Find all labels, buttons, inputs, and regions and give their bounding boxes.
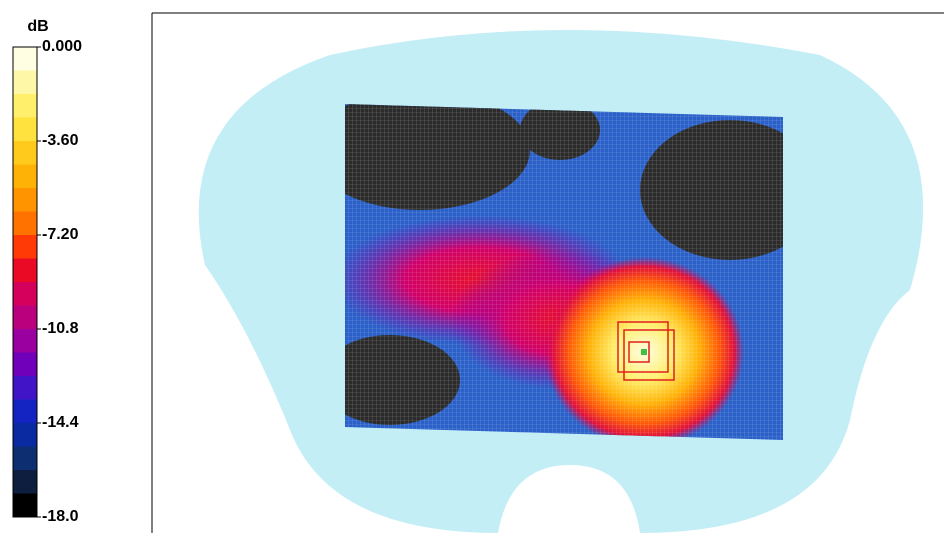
colorbar-band xyxy=(13,141,37,165)
colorbar-band xyxy=(13,117,37,142)
scan-area xyxy=(345,104,783,440)
colorbar-band xyxy=(13,376,37,400)
colorbar-band xyxy=(13,493,37,518)
colorbar-band xyxy=(13,470,37,494)
colorbar-band xyxy=(13,94,37,118)
colorbar-band xyxy=(13,399,37,424)
colorbar-tick-label: -10.8 xyxy=(42,320,79,337)
colorbar-band xyxy=(13,329,37,353)
colorbar-tick-label: -18.0 xyxy=(42,508,79,525)
probe-cube xyxy=(617,321,675,381)
colorbar-band xyxy=(13,235,37,259)
colorbar-band xyxy=(13,446,37,471)
colorbar-band xyxy=(13,70,37,95)
colorbar-band xyxy=(13,188,37,212)
colorbar-tick-label: -14.4 xyxy=(42,414,79,431)
colorbar-frame xyxy=(12,46,38,518)
colorbar-tick-label: -3.60 xyxy=(42,132,79,149)
colorbar-band xyxy=(13,423,37,447)
colorbar-tick-label: -7.20 xyxy=(42,226,79,243)
peak-marker xyxy=(641,349,647,355)
colorbar-band xyxy=(13,211,37,236)
colorbar-band xyxy=(13,305,37,330)
colorbar-band xyxy=(13,282,37,306)
colorbar-band xyxy=(13,164,37,189)
colorbar-band xyxy=(13,47,37,71)
colorbar-band xyxy=(13,352,37,377)
colorbar-band xyxy=(13,258,37,283)
colorbar-tick-label: 0.000 xyxy=(42,38,82,55)
colorbar-label: dB xyxy=(27,18,48,35)
